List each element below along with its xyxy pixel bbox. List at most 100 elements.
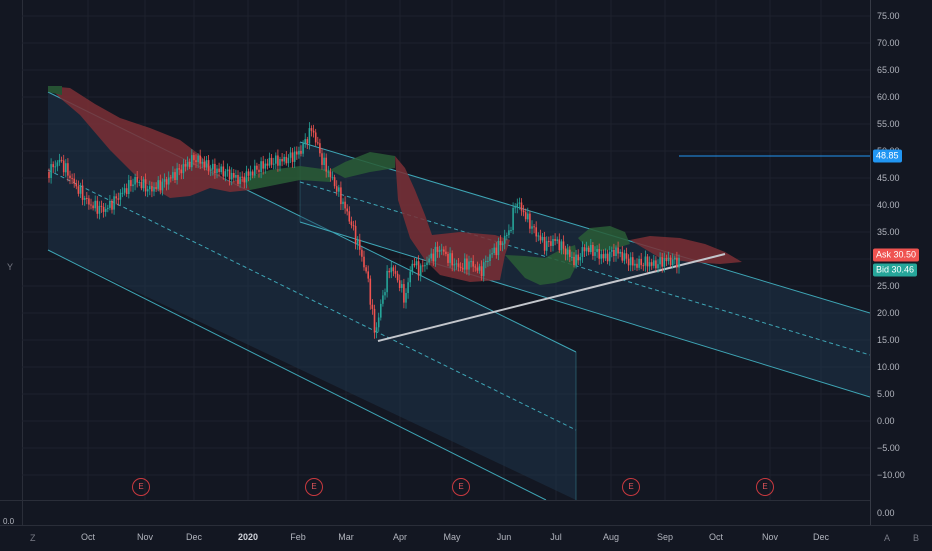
- candle-body: [92, 205, 94, 209]
- candle-body: [149, 186, 151, 190]
- candle-body: [195, 160, 197, 163]
- candle-body: [226, 169, 229, 172]
- candle-body: [69, 175, 71, 179]
- price-chart[interactable]: [0, 0, 870, 500]
- candle-body: [537, 235, 540, 237]
- time-label: Jun: [496, 532, 512, 542]
- candle-body: [676, 257, 678, 268]
- candle-body: [468, 261, 470, 270]
- candle-body: [260, 161, 262, 173]
- earnings-marker[interactable]: E: [452, 478, 470, 496]
- trend-line[interactable]: [377, 253, 726, 342]
- candle-body: [619, 251, 621, 254]
- candle-body: [136, 177, 138, 183]
- candle-body: [245, 171, 248, 183]
- candle-body: [422, 265, 424, 267]
- candle-body: [212, 163, 214, 170]
- candle-body: [375, 327, 378, 333]
- candle-body: [329, 171, 332, 178]
- candle-body: [485, 261, 487, 263]
- candle-body: [369, 278, 372, 305]
- candle-body: [455, 263, 458, 265]
- earnings-marker[interactable]: E: [756, 478, 774, 496]
- candle-body: [96, 200, 99, 214]
- price-label: 25.00: [877, 281, 900, 291]
- candle-body: [144, 179, 147, 192]
- candle-body: [302, 143, 304, 154]
- scale-toggle-z[interactable]: Z: [30, 533, 36, 543]
- candle-body: [172, 172, 174, 179]
- candle-body: [636, 263, 638, 268]
- earnings-marker[interactable]: E: [622, 478, 640, 496]
- time-label: Oct: [80, 532, 96, 542]
- price-label: 55.00: [877, 119, 900, 129]
- indicator-pane[interactable]: 0.0: [0, 500, 870, 526]
- candle-body: [531, 226, 533, 229]
- candle-body: [111, 201, 113, 210]
- candle-body: [348, 211, 351, 222]
- earnings-marker[interactable]: E: [132, 478, 150, 496]
- price-label: 70.00: [877, 38, 900, 48]
- candle-body: [197, 155, 199, 163]
- candle-body: [554, 239, 556, 241]
- regression-channel-2[interactable]: [299, 141, 870, 398]
- candle-body: [608, 251, 611, 262]
- candle-body: [344, 201, 346, 209]
- candle-body: [249, 171, 252, 176]
- candle-body: [482, 262, 485, 277]
- candle-body: [86, 198, 88, 199]
- candle-body: [323, 157, 325, 165]
- candle-body: [489, 254, 491, 261]
- candle-body: [218, 168, 220, 173]
- candle-body: [333, 177, 336, 187]
- candle-body: [201, 161, 204, 164]
- candle-body: [88, 198, 90, 205]
- candle-body: [119, 192, 122, 200]
- candle-body: [632, 257, 634, 266]
- candle-body: [386, 270, 388, 293]
- time-label: Feb: [290, 532, 306, 542]
- candle-body: [438, 249, 441, 252]
- ask-price-badge: Ask 30.50: [873, 248, 920, 262]
- candle-body: [671, 259, 674, 266]
- candle-body: [661, 257, 663, 267]
- auto-scale-button[interactable]: A: [884, 533, 891, 543]
- candle-body: [340, 187, 342, 205]
- settings-button[interactable]: B: [913, 533, 920, 543]
- candle-body: [216, 168, 218, 174]
- time-label: Sep: [656, 532, 674, 542]
- time-label: May: [443, 532, 461, 542]
- candle-body: [398, 280, 401, 288]
- bid-price-badge: Bid 30.46: [873, 263, 918, 277]
- candle-body: [191, 155, 193, 168]
- candle-body: [361, 249, 363, 257]
- candle-body: [604, 253, 607, 259]
- candle-body: [317, 142, 319, 144]
- candle-body: [186, 162, 189, 167]
- candle-body: [182, 164, 185, 174]
- price-axis[interactable]: 75.00 70.00 65.00 60.00 55.00 50.00 45.0…: [870, 0, 932, 525]
- candle-body: [524, 212, 527, 220]
- candle-body: [306, 139, 309, 144]
- candle-body: [296, 151, 298, 155]
- candle-body: [447, 254, 449, 263]
- candle-body: [58, 159, 61, 163]
- time-label: Jul: [550, 532, 562, 542]
- candle-body: [254, 165, 256, 176]
- time-axis[interactable]: Z Oct Nov Dec 2020 Feb Mar Apr May Jun J…: [0, 525, 932, 551]
- candle-body: [457, 263, 460, 267]
- scale-toggle-y[interactable]: Y: [7, 262, 14, 272]
- candle-body: [277, 155, 279, 166]
- earnings-marker[interactable]: E: [305, 478, 323, 496]
- candle-body: [581, 247, 584, 257]
- candle-body: [575, 254, 577, 266]
- candle-body: [50, 164, 52, 178]
- candle-body: [281, 159, 283, 162]
- candle-body: [503, 235, 506, 244]
- candle-body: [451, 253, 453, 266]
- candle-body: [602, 254, 605, 259]
- candle-body: [359, 239, 361, 250]
- candle-body: [621, 251, 624, 261]
- candle-body: [113, 196, 115, 210]
- price-label: 20.00: [877, 308, 900, 318]
